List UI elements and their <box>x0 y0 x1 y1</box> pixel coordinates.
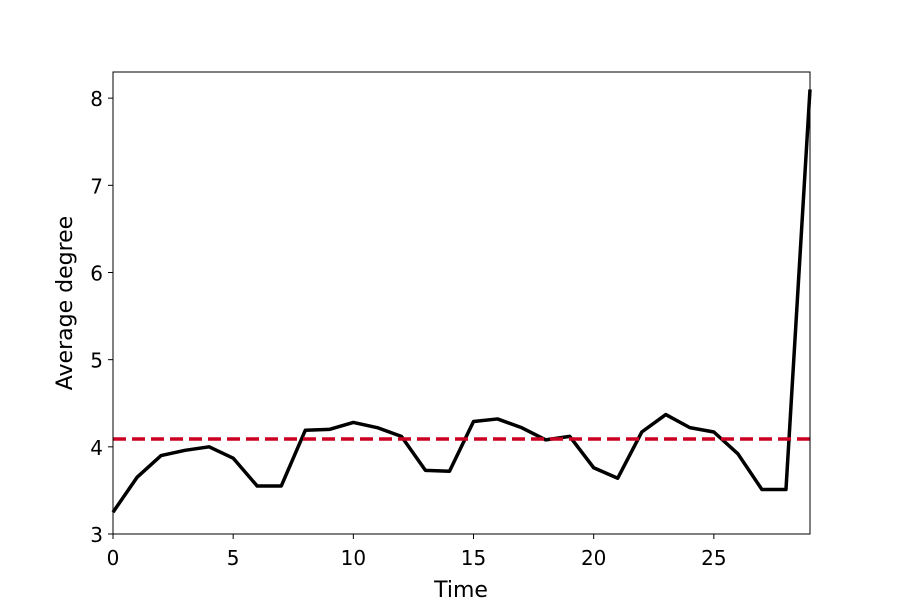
axes: 0 5 10 15 20 25 3 4 5 6 7 8 <box>90 71 811 570</box>
x-tick-label: 5 <box>227 546 240 570</box>
y-axis-label: Average degree <box>53 216 78 390</box>
y-tick-label: 5 <box>90 349 103 373</box>
x-tick-label: 20 <box>581 546 606 570</box>
series-layer <box>111 89 812 514</box>
y-tick-label: 8 <box>90 87 103 111</box>
series-line-0 <box>111 89 812 514</box>
y-tick-label: 6 <box>90 261 103 285</box>
x-tick-label: 25 <box>701 546 726 570</box>
plot-frame <box>112 71 811 535</box>
x-tick-label: 0 <box>107 546 120 570</box>
x-tick-label: 10 <box>341 546 366 570</box>
x-axis-label: Time <box>433 578 488 600</box>
y-tick-label: 7 <box>90 174 103 198</box>
y-tick-label: 4 <box>90 436 103 460</box>
y-tick-label: 3 <box>90 523 103 547</box>
x-tick-label: 15 <box>461 546 486 570</box>
